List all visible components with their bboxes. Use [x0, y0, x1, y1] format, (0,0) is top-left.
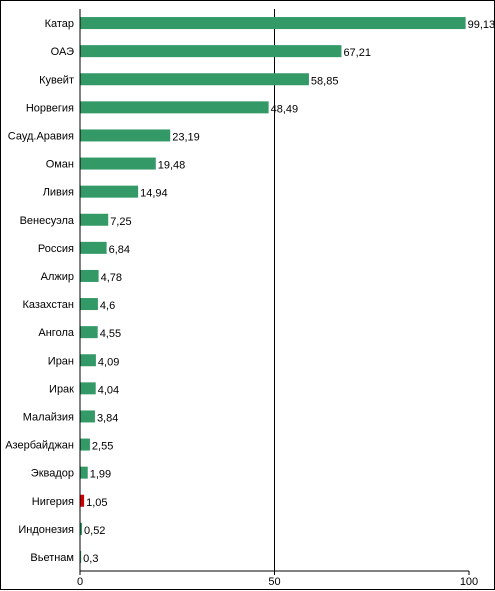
category-label: Иран: [48, 355, 74, 367]
value-label: 4,55: [100, 328, 121, 340]
category-label: Эквадор: [31, 468, 74, 480]
bar-14: [80, 410, 95, 423]
category-label: Ливия: [43, 187, 74, 199]
axis-layer: [79, 9, 470, 575]
value-label: 48,49: [271, 103, 299, 115]
category-label: ОАЭ: [51, 46, 74, 58]
category-label: Малайзия: [23, 411, 74, 423]
value-label: 99,13: [468, 19, 495, 31]
category-label: Оман: [46, 159, 74, 171]
value-label: 4,78: [101, 272, 122, 284]
bar-19: [80, 550, 82, 563]
bar-1: [80, 45, 342, 58]
value-label: 4,04: [98, 384, 119, 396]
category-label: Нигерия: [32, 496, 74, 508]
category-label: Ангола: [38, 327, 74, 339]
category-label: Катар: [45, 18, 74, 30]
category-label: Азербайджан: [5, 440, 74, 452]
bar-15: [80, 438, 90, 451]
value-label: 14,94: [140, 188, 168, 200]
bar-7: [80, 213, 109, 226]
value-label: 3,84: [97, 412, 118, 424]
value-label: 6,84: [109, 244, 130, 256]
bar-12: [80, 354, 96, 367]
bar-16: [80, 466, 88, 479]
value-label: 23,19: [172, 131, 200, 143]
value-label: 2,55: [92, 441, 113, 453]
bar-3: [80, 101, 269, 114]
x-tick-label: 0: [77, 576, 83, 588]
bar-2: [80, 73, 309, 86]
category-label: Казахстан: [22, 299, 74, 311]
value-label: 0,3: [83, 553, 98, 565]
value-label: 58,85: [311, 75, 339, 87]
category-label: Вьетнам: [30, 552, 74, 564]
value-label: 0,52: [84, 525, 105, 537]
value-label: 19,48: [158, 160, 186, 172]
bar-17: [80, 494, 85, 507]
value-label: 67,21: [343, 47, 371, 59]
label-layer: Катар 99,13 ОАЭ 67,21 Кувейт 58,85 Норвегия 48,…: [5, 18, 495, 588]
category-label: Норвегия: [26, 102, 74, 114]
value-label: 1,05: [86, 497, 107, 509]
value-label: 1,99: [90, 469, 111, 481]
category-label: Сауд.Аравия: [8, 130, 74, 142]
bar-5: [80, 157, 156, 170]
bar-13: [80, 382, 96, 395]
bar-18: [80, 522, 83, 535]
x-tick-label: 50: [268, 576, 280, 588]
x-tick-label: 100: [460, 576, 478, 588]
category-label: Индонезия: [18, 524, 74, 536]
category-label: Алжир: [41, 271, 74, 283]
value-label: 4,09: [98, 356, 119, 368]
value-label: 4,6: [100, 300, 115, 312]
bar-0: [80, 17, 466, 30]
category-label: Ирак: [49, 383, 74, 395]
bar-9: [80, 269, 99, 282]
bar-8: [80, 241, 107, 254]
bar-layer: [80, 17, 466, 563]
category-label: Венесуэла: [20, 215, 75, 227]
category-label: Кувейт: [39, 74, 74, 86]
bar-11: [80, 326, 98, 339]
category-label: Россия: [38, 243, 74, 255]
bar-4: [80, 129, 171, 142]
bar-6: [80, 185, 139, 198]
value-label: 7,25: [110, 216, 131, 228]
bar-10: [80, 298, 98, 311]
